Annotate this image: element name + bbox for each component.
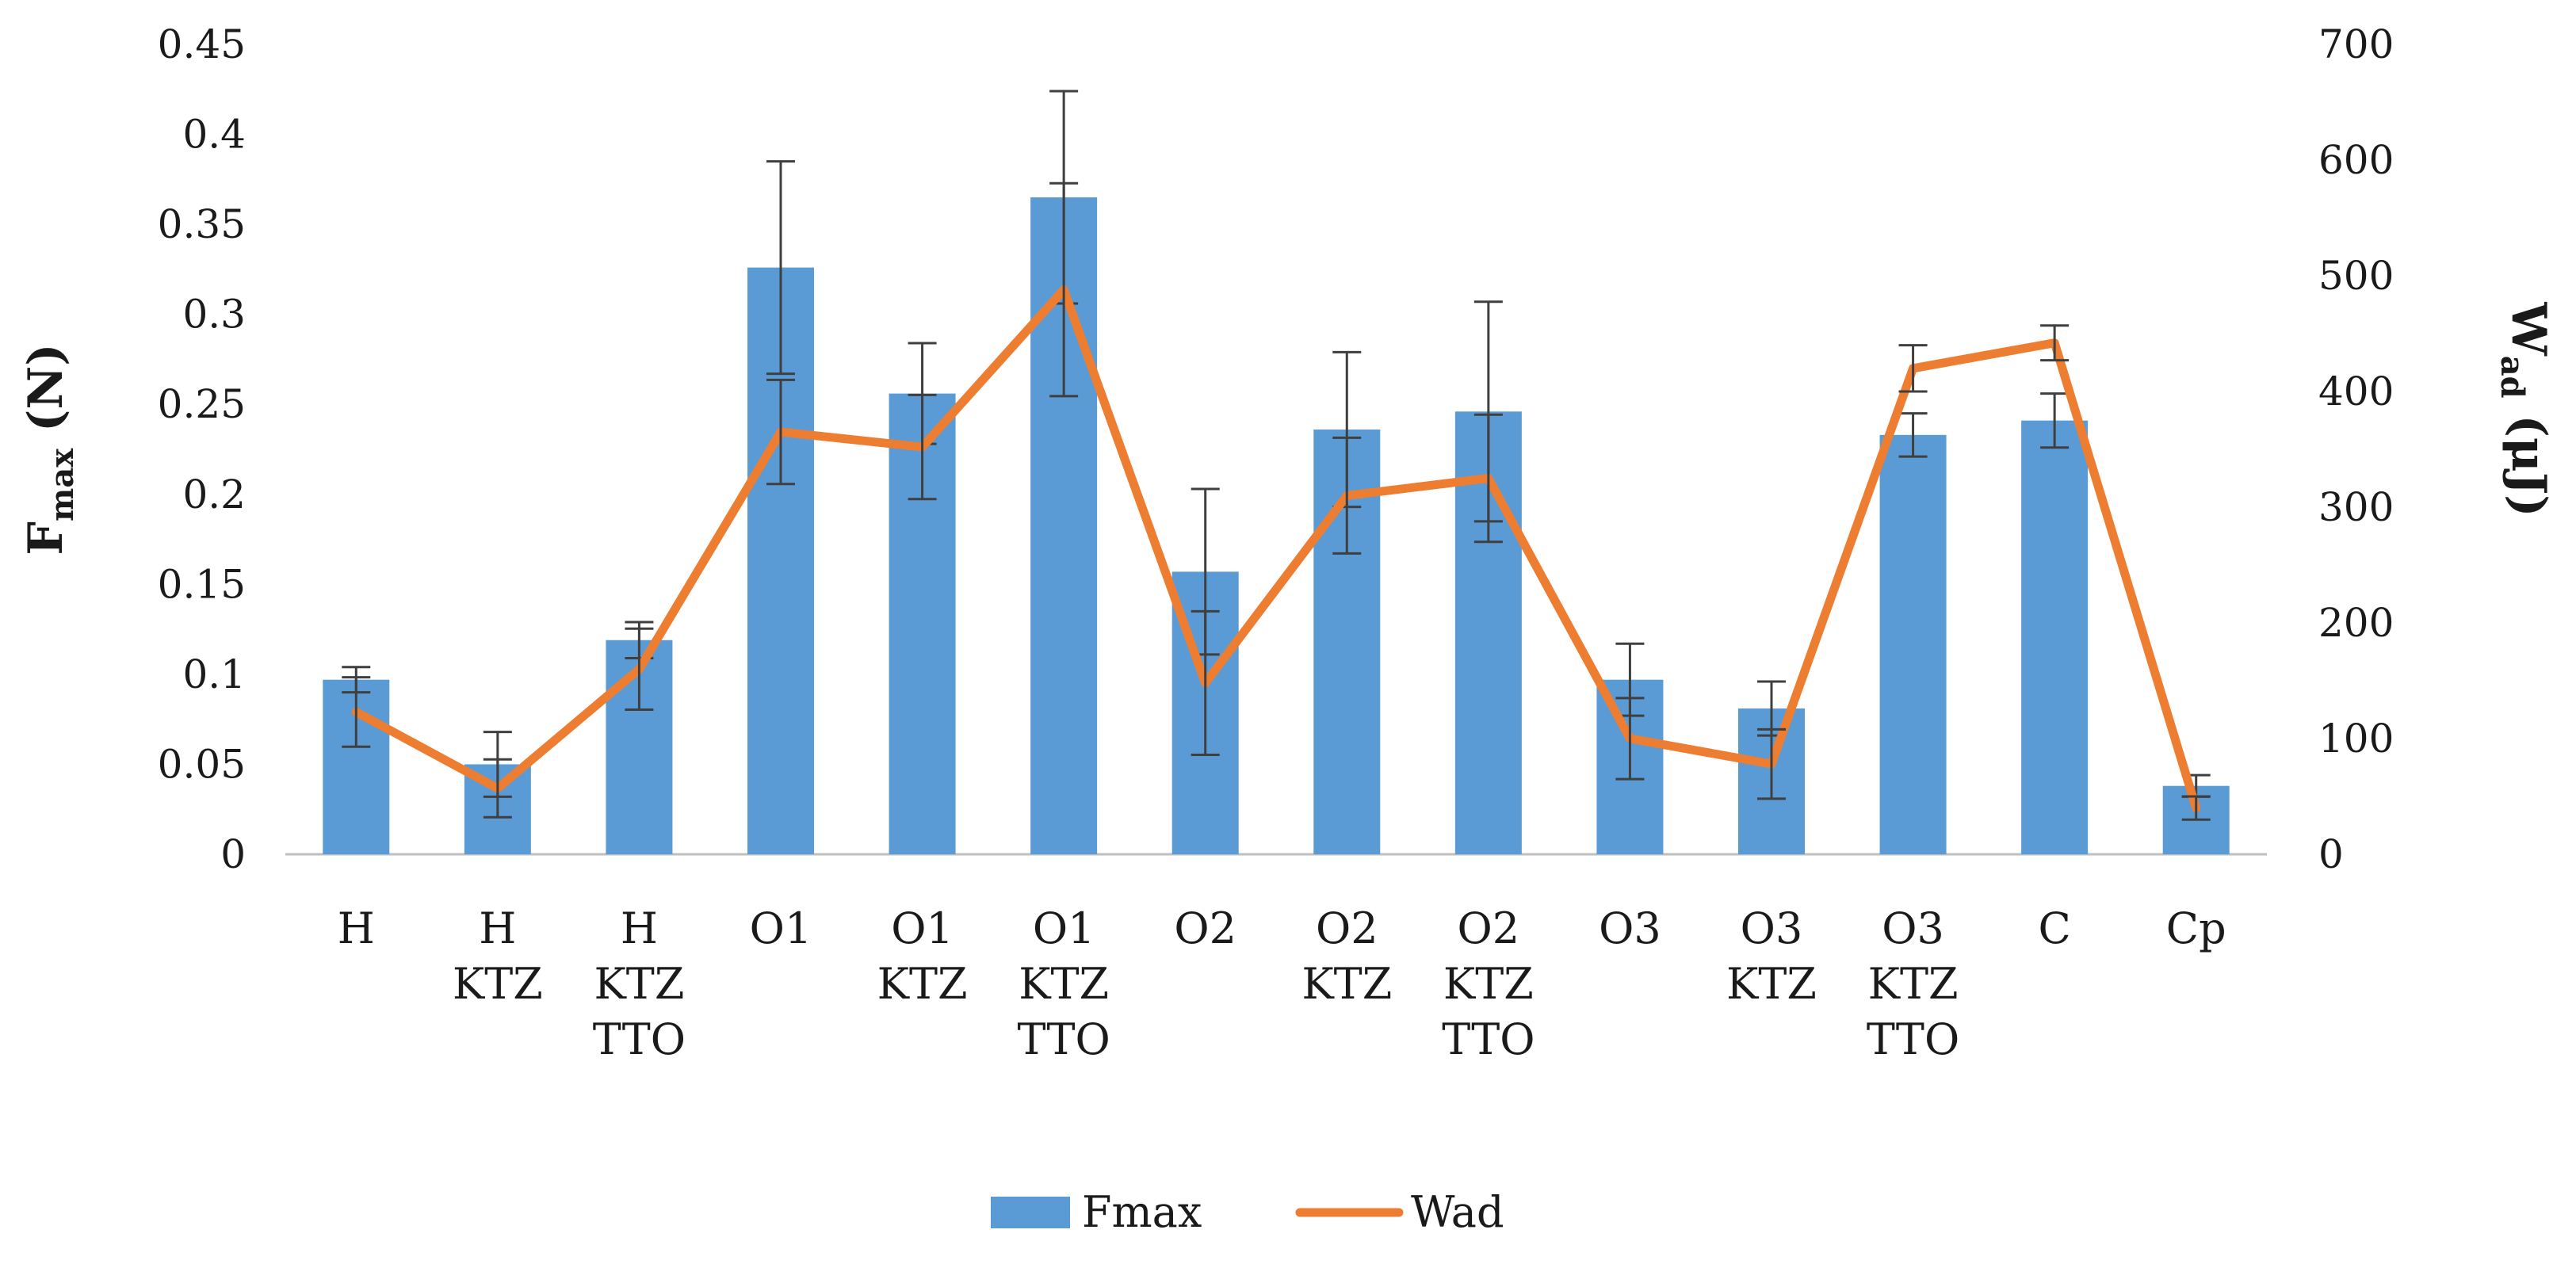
y-left-tick-label: 0.05	[158, 741, 246, 787]
bar-series-fmax	[323, 197, 2230, 855]
category-label: KTZ	[594, 959, 684, 1009]
y-right-tick-label: 300	[2318, 484, 2394, 530]
category-label: TTO	[593, 1014, 686, 1064]
y-right-tick-label: 400	[2318, 369, 2394, 414]
y-left-tick-label: 0.15	[158, 561, 246, 607]
category-label: H	[621, 903, 658, 953]
category-label: C	[2038, 903, 2070, 953]
category-label: O3	[1741, 903, 1803, 953]
y-right-title-unit: (μJ)	[2501, 399, 2556, 517]
y-left-tick-label: 0.25	[158, 381, 246, 427]
category-label: KTZ	[1301, 959, 1392, 1009]
y-right-tick-label: 600	[2318, 137, 2394, 183]
category-label: H	[338, 903, 375, 953]
category-label: O3	[1882, 903, 1944, 953]
category-label: Cp	[2166, 903, 2226, 953]
category-label: O1	[891, 903, 954, 953]
category-label: O2	[1316, 903, 1378, 953]
category-label: TTO	[1017, 1014, 1110, 1064]
right-axis: 0 100 200 300 400 500 600 700	[2318, 21, 2394, 877]
category-label: KTZ	[453, 959, 543, 1009]
legend: Fmax Wad	[991, 1187, 1504, 1237]
line-wad	[351, 285, 2201, 813]
y-left-title-unit: (N)	[18, 343, 74, 449]
legend-label-fmax: Fmax	[1082, 1187, 1202, 1237]
y-right-title-sub: ad	[2494, 356, 2531, 399]
y-right-tick-label: 200	[2318, 600, 2394, 646]
category-label: O2	[1174, 903, 1236, 953]
category-label: O1	[750, 903, 812, 953]
category-label: O3	[1599, 903, 1661, 953]
category-label: KTZ	[1868, 959, 1959, 1009]
error-bars-wad	[342, 181, 2211, 821]
y-left-tick-label: 0.35	[158, 201, 246, 247]
y-right-title-main: W	[2501, 301, 2556, 357]
y-left-tick-label: 0.45	[158, 21, 246, 67]
y-left-tick-label: 0	[220, 831, 246, 877]
y-left-title-sub: max	[44, 448, 81, 521]
category-label: TTO	[1442, 1014, 1535, 1064]
y-left-axis-title: Fmax (N)	[18, 343, 81, 555]
category-label: O1	[1033, 903, 1095, 953]
y-right-tick-label: 100	[2318, 716, 2394, 762]
bar-fmax	[2021, 420, 2089, 854]
category-label: H	[479, 903, 516, 953]
y-left-tick-label: 0.3	[182, 292, 246, 338]
y-right-tick-label: 500	[2318, 253, 2394, 299]
bar-fmax	[1879, 434, 1947, 854]
category-label: TTO	[1867, 1014, 1959, 1064]
left-axis: 0 0.05 0.1 0.15 0.2 0.25 0.3 0.35 0.4 0.45	[158, 21, 2267, 877]
y-right-tick-label: 0	[2318, 831, 2344, 877]
category-label: KTZ	[877, 959, 968, 1009]
legend-label-wad: Wad	[1411, 1187, 1504, 1237]
axis-titles: Fmax (N) Wad (μJ)	[18, 301, 2556, 555]
y-left-tick-label: 0.1	[182, 651, 246, 697]
category-label: KTZ	[1019, 959, 1109, 1009]
category-label: KTZ	[1726, 959, 1817, 1009]
category-label: KTZ	[1443, 959, 1534, 1009]
category-label: O2	[1458, 903, 1520, 953]
y-right-axis-title: Wad (μJ)	[2494, 301, 2556, 517]
y-right-tick-label: 700	[2318, 21, 2394, 67]
legend-swatch-fmax	[991, 1197, 1070, 1228]
y-left-title-main: F	[18, 521, 74, 556]
y-left-tick-label: 0.4	[182, 112, 246, 158]
y-left-tick-label: 0.2	[182, 472, 246, 517]
